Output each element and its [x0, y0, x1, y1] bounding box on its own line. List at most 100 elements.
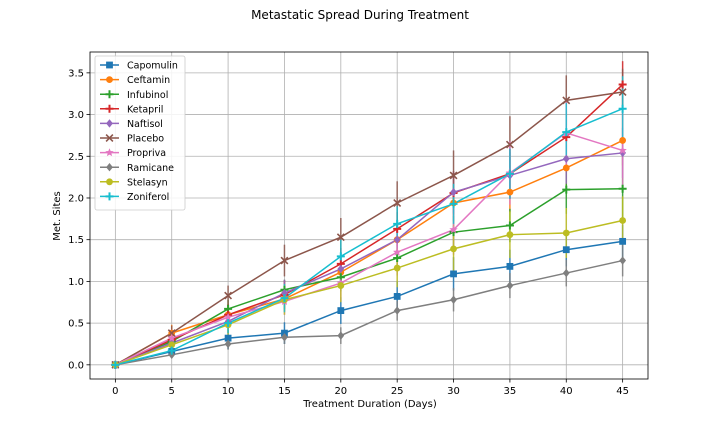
x-axis-label: Treatment Duration (Days) — [302, 399, 437, 410]
series-line-ramicane — [115, 259, 623, 366]
data-point-propriva — [223, 312, 233, 321]
data-point-zoniferol — [505, 169, 514, 178]
y-tick-label: 1.0 — [68, 277, 84, 288]
data-point-placebo — [280, 256, 289, 265]
data-point-stelasyn — [506, 231, 514, 239]
data-point-ceftamin — [619, 137, 627, 144]
data-point-ceftamin — [562, 164, 570, 172]
data-point-stelasyn — [393, 264, 401, 272]
data-point-capomulin — [506, 262, 514, 270]
legend-label-stelasyn: Stelasyn — [127, 177, 168, 188]
series-line-stelasyn — [115, 219, 623, 366]
legend-label-naftisol: Naftisol — [127, 119, 163, 130]
data-point-naftisol — [450, 187, 457, 197]
legend-label-propriva: Propriva — [127, 148, 166, 159]
data-point-infubinol — [618, 184, 627, 193]
data-point-propriva — [618, 146, 627, 154]
legend-marker-ceftamin — [106, 76, 113, 83]
series-line-placebo — [114, 91, 623, 366]
legend-marker-propriva — [105, 148, 114, 157]
data-point-capomulin — [393, 293, 401, 300]
data-point-placebo — [449, 171, 458, 180]
data-point-naftisol — [281, 288, 288, 298]
data-point-ramicane — [337, 331, 345, 340]
chart-title: Metastatic Spread During Treatment — [251, 8, 469, 22]
legend-marker-ramicane — [106, 163, 113, 172]
data-point-zoniferol — [562, 128, 571, 137]
data-point-zoniferol — [167, 346, 176, 355]
data-point-capomulin — [337, 307, 345, 314]
data-point-zoniferol — [393, 219, 402, 228]
data-point-capomulin — [224, 334, 232, 342]
x-tick-label: 10 — [222, 386, 235, 397]
legend-marker-ketapril — [105, 104, 114, 113]
x-tick-label: 20 — [334, 386, 347, 397]
data-point-placebo — [618, 88, 627, 97]
data-point-infubinol — [393, 254, 402, 263]
series-lines — [114, 83, 624, 366]
data-point-ramicane — [224, 339, 232, 349]
data-point-placebo — [505, 140, 514, 149]
y-tick-label: 2.5 — [68, 152, 84, 163]
data-point-stelasyn — [337, 282, 345, 289]
data-point-ramicane — [450, 295, 457, 304]
data-point-ketapril — [618, 80, 627, 89]
data-point-stelasyn — [562, 229, 570, 237]
data-point-ramicane — [506, 281, 514, 290]
data-point-zoniferol — [618, 104, 627, 113]
legend-marker-infubinol — [105, 90, 114, 99]
data-point-capomulin — [619, 237, 627, 245]
legend-label-capomulin: Capomulin — [127, 61, 178, 72]
legend-label-ramicane: Ramicane — [127, 163, 174, 174]
series-line-ceftamin — [114, 139, 623, 366]
data-point-placebo — [224, 291, 233, 300]
data-point-propriva — [449, 225, 458, 234]
data-point-stelasyn — [619, 217, 627, 224]
y-ticks: 0.0 0.5 1.0 1.5 2.0 2.5 3.0 3.5 — [68, 68, 90, 371]
y-axis-label: Met. Sites — [52, 191, 63, 240]
legend-marker-placebo — [105, 134, 114, 142]
series-line-zoniferol — [115, 108, 623, 366]
legend-label-zoniferol: Zoniferol — [127, 192, 169, 203]
data-point-capomulin — [450, 270, 457, 278]
y-tick-label: 3.5 — [68, 68, 84, 79]
data-point-infubinol — [505, 221, 514, 230]
legend-marker-capomulin — [106, 61, 113, 69]
data-point-ramicane — [393, 306, 401, 315]
legend: Capomulin Ceftamin Infubinol Ketapril Naftis… — [94, 55, 186, 211]
data-point-ramicane — [562, 268, 570, 278]
y-tick-label: 0.0 — [68, 360, 84, 371]
legend-marker-zoniferol — [105, 192, 114, 201]
data-point-propriva — [167, 333, 176, 342]
x-tick-label: 0 — [112, 386, 118, 397]
data-point-stelasyn — [168, 341, 176, 349]
x-tick-label: 35 — [504, 386, 517, 397]
legend-label-placebo: Placebo — [127, 134, 164, 145]
data-point-ramicane — [619, 256, 627, 265]
x-tick-label: 30 — [447, 386, 460, 397]
plot-frame — [89, 51, 649, 380]
legend-label-ketapril: Ketapril — [127, 104, 163, 115]
legend-marker-stelasyn — [106, 178, 113, 186]
data-point-ramicane — [281, 333, 288, 342]
y-tick-label: 2.0 — [68, 193, 84, 204]
data-point-placebo — [393, 199, 402, 207]
series-line-capomulin — [115, 240, 623, 366]
data-point-capomulin — [562, 246, 570, 254]
data-point-propriva — [393, 247, 402, 256]
y-tick-label: 0.5 — [68, 319, 84, 330]
data-point-naftisol — [562, 154, 570, 163]
data-point-zoniferol — [224, 319, 233, 328]
data-point-ceftamin — [506, 188, 514, 196]
data-point-placebo — [336, 233, 345, 242]
data-point-stelasyn — [450, 245, 457, 253]
y-tick-label: 3.0 — [68, 110, 84, 121]
x-tick-label: 15 — [278, 386, 291, 397]
x-tick-label: 40 — [560, 386, 573, 397]
data-point-zoniferol — [280, 294, 289, 303]
legend-label-infubinol: Infubinol — [127, 90, 168, 101]
data-point-ramicane — [168, 350, 176, 360]
series-line-propriva — [115, 132, 623, 366]
data-point-zoniferol — [449, 199, 458, 208]
